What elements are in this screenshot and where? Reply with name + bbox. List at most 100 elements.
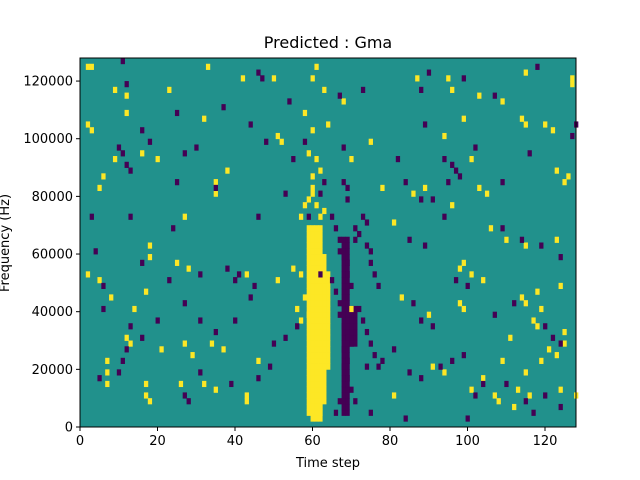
low-energy-cell — [407, 369, 412, 376]
high-energy-cell — [562, 328, 567, 336]
high-energy-cell — [322, 288, 327, 295]
high-energy-cell — [322, 386, 327, 393]
low-energy-cell — [349, 334, 354, 341]
x-tick-label: 60 — [304, 434, 321, 449]
low-energy-cell — [345, 305, 350, 313]
high-energy-cell — [543, 121, 548, 128]
high-energy-cell — [570, 81, 575, 88]
high-energy-cell — [310, 380, 315, 388]
high-energy-cell — [318, 305, 323, 313]
high-energy-cell — [306, 236, 311, 243]
low-energy-cell — [345, 323, 350, 330]
high-energy-cell — [314, 311, 319, 318]
low-energy-cell — [419, 86, 424, 93]
y-tick-label: 100000 — [23, 132, 73, 147]
high-energy-cell — [442, 132, 447, 140]
high-energy-cell — [310, 363, 315, 370]
low-energy-cell — [341, 265, 346, 272]
high-energy-cell — [318, 340, 323, 347]
y-axis: 0 20000 40000 60000 80000 100000 120000 — [23, 75, 80, 436]
high-energy-cell — [318, 369, 323, 376]
high-energy-cell — [314, 403, 319, 411]
low-energy-cell — [450, 161, 455, 168]
high-energy-cell — [310, 392, 315, 399]
y-tick-label: 20000 — [32, 363, 73, 378]
high-energy-cell — [167, 86, 172, 93]
high-energy-cell — [314, 294, 319, 301]
low-energy-cell — [128, 323, 133, 330]
high-energy-cell — [477, 92, 482, 99]
low-energy-cell — [345, 271, 350, 278]
low-energy-cell — [403, 415, 408, 422]
low-energy-cell — [341, 259, 346, 266]
low-energy-cell — [341, 179, 346, 186]
high-energy-cell — [326, 346, 331, 353]
high-energy-cell — [539, 357, 544, 364]
high-energy-cell — [310, 184, 315, 192]
high-energy-cell — [322, 207, 327, 215]
high-energy-cell — [306, 409, 311, 416]
low-energy-cell — [570, 132, 575, 140]
low-energy-cell — [360, 317, 366, 324]
low-energy-cell — [147, 138, 153, 145]
high-energy-cell — [147, 398, 153, 405]
high-energy-cell — [310, 300, 315, 307]
low-energy-cell — [419, 317, 424, 324]
high-energy-cell — [310, 248, 315, 255]
high-energy-cell — [318, 415, 323, 422]
low-energy-cell — [345, 294, 350, 301]
high-energy-cell — [310, 127, 315, 134]
low-energy-cell — [349, 311, 354, 318]
high-energy-cell — [244, 398, 249, 405]
high-energy-cell — [85, 63, 91, 70]
high-energy-cell — [523, 300, 528, 307]
low-energy-cell — [345, 277, 350, 284]
low-energy-cell — [128, 213, 133, 220]
low-energy-cell — [349, 386, 354, 393]
high-energy-cell — [461, 259, 466, 266]
low-energy-cell — [213, 184, 218, 192]
high-energy-cell — [314, 352, 319, 359]
low-energy-cell — [450, 357, 455, 364]
high-energy-cell — [174, 259, 180, 266]
low-energy-cell — [353, 398, 358, 405]
high-energy-cell — [244, 392, 249, 399]
high-energy-cell — [310, 265, 315, 272]
high-energy-cell — [322, 300, 327, 307]
high-energy-cell — [310, 190, 315, 197]
high-energy-cell — [271, 75, 277, 82]
low-energy-cell — [349, 323, 354, 330]
low-energy-cell — [345, 398, 350, 405]
low-energy-cell — [364, 363, 370, 370]
low-energy-cell — [453, 277, 459, 284]
high-energy-cell — [302, 294, 308, 301]
low-energy-cell — [364, 328, 370, 336]
high-energy-cell — [318, 409, 323, 416]
low-energy-cell — [535, 63, 540, 70]
low-energy-cell — [291, 156, 296, 163]
low-energy-cell — [345, 236, 350, 243]
high-energy-cell — [326, 271, 331, 278]
high-energy-cell — [310, 398, 315, 405]
low-energy-cell — [341, 346, 346, 353]
low-energy-cell — [120, 58, 125, 65]
high-energy-cell — [554, 352, 559, 359]
high-energy-cell — [322, 277, 327, 284]
high-energy-cell — [469, 386, 474, 393]
x-tick-label: 100 — [455, 434, 480, 449]
high-energy-cell — [306, 369, 311, 376]
high-energy-cell — [318, 277, 323, 284]
low-energy-cell — [341, 363, 346, 370]
high-energy-cell — [314, 202, 319, 209]
high-energy-cell — [318, 392, 323, 399]
high-energy-cell — [322, 392, 327, 399]
low-energy-cell — [457, 173, 463, 180]
high-energy-cell — [310, 415, 315, 422]
high-energy-cell — [314, 386, 319, 393]
high-energy-cell — [318, 236, 323, 243]
low-energy-cell — [527, 150, 532, 157]
plot-area — [80, 58, 576, 427]
low-energy-cell — [337, 236, 342, 243]
high-energy-cell — [306, 311, 311, 318]
low-energy-cell — [341, 144, 346, 151]
